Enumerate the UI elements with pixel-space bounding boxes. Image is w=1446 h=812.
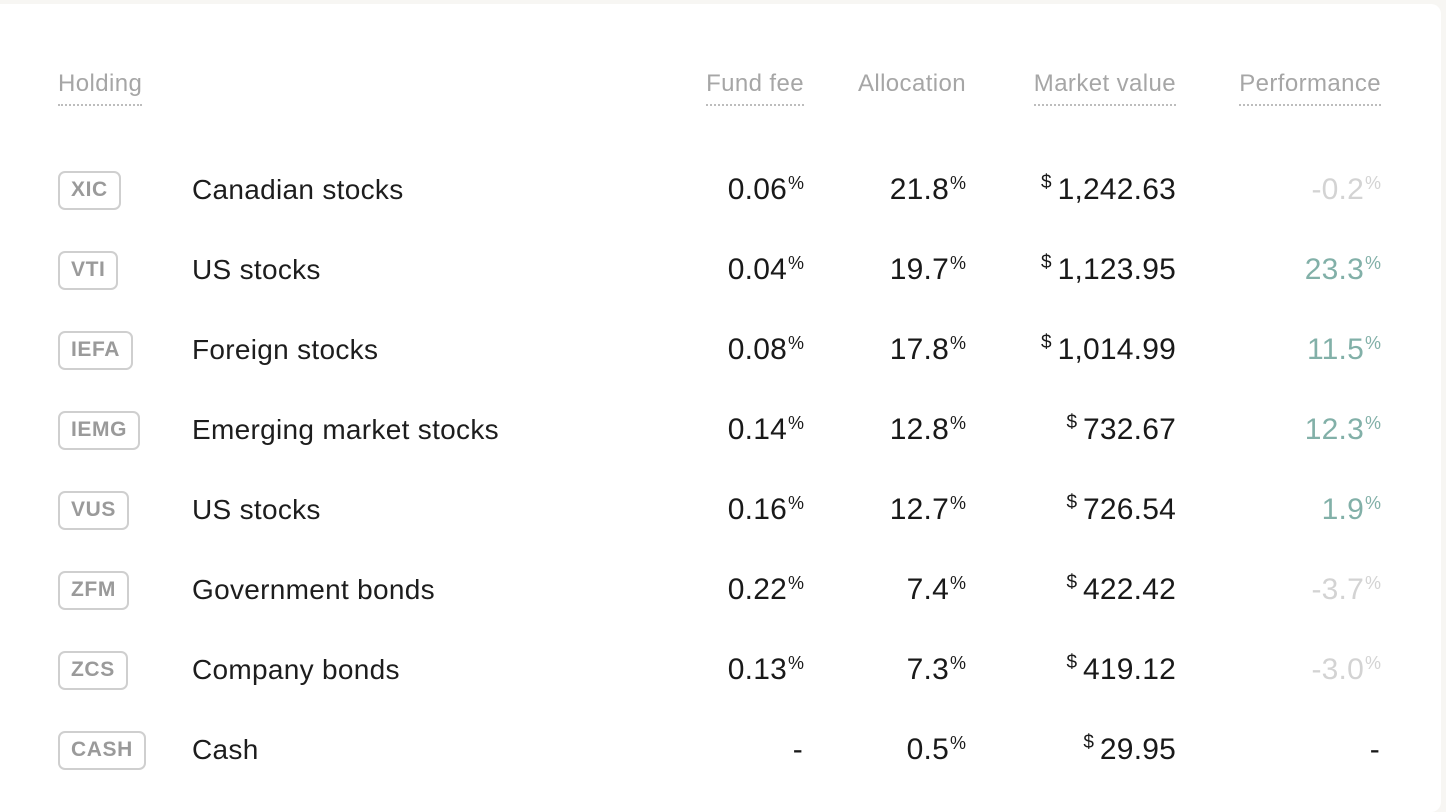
market-value: $29.95 xyxy=(1083,732,1176,766)
allocation-value: 21.8% xyxy=(889,172,966,207)
performance-value: -3.0% xyxy=(1311,652,1381,687)
ticker-badge: ZCS xyxy=(58,650,128,690)
market-value: $1,014.99 xyxy=(1041,332,1176,366)
allocation-value: 7.3% xyxy=(906,652,966,687)
fund-fee-value: 0.13% xyxy=(727,652,804,687)
header-performance[interactable]: Performance xyxy=(1176,70,1381,124)
fund-fee-value: 0.04% xyxy=(727,252,804,287)
holding-name: US stocks xyxy=(192,254,321,285)
holding-name: US stocks xyxy=(192,494,321,525)
performance-value: -0.2% xyxy=(1311,172,1381,207)
header-market-value[interactable]: Market value xyxy=(966,70,1176,124)
allocation-value: 17.8% xyxy=(889,332,966,367)
fund-fee-value: 0.06% xyxy=(727,172,804,207)
allocation-value: 0.5% xyxy=(906,732,966,767)
performance-value: 23.3% xyxy=(1304,252,1381,287)
dollar-sign: $ xyxy=(1041,332,1052,353)
market-value: $726.54 xyxy=(1066,492,1176,526)
ticker-badge: VTI xyxy=(58,250,119,290)
allocation-value: 12.8% xyxy=(889,412,966,447)
performance-value: -3.7% xyxy=(1311,572,1381,607)
ticker-badge: ZFM xyxy=(58,570,129,610)
holding-name: Government bonds xyxy=(192,574,435,605)
fund-fee-value: 0.08% xyxy=(727,332,804,367)
holdings-table: Holding Fund fee Allocation Market value… xyxy=(0,4,1441,790)
market-value: $1,242.63 xyxy=(1041,172,1176,206)
allocation-value: 19.7% xyxy=(889,252,966,287)
allocation-value: 7.4% xyxy=(906,572,966,607)
performance-value: 11.5% xyxy=(1307,332,1381,367)
dollar-sign: $ xyxy=(1066,572,1078,593)
ticker-badge: VUS xyxy=(58,490,129,530)
holding-name: Emerging market stocks xyxy=(192,414,499,445)
allocation-value: 12.7% xyxy=(889,492,966,527)
performance-value: - xyxy=(1369,733,1380,766)
header-fund-fee[interactable]: Fund fee xyxy=(652,70,804,124)
holding-name: Company bonds xyxy=(192,654,400,685)
ticker-badge: IEMG xyxy=(58,410,141,450)
dollar-sign: $ xyxy=(1066,412,1078,433)
market-value: $1,123.95 xyxy=(1041,252,1176,286)
header-holding[interactable]: Holding xyxy=(58,70,652,124)
performance-value: 1.9% xyxy=(1321,492,1381,527)
market-value: $422.42 xyxy=(1066,572,1176,606)
dollar-sign: $ xyxy=(1066,492,1078,513)
holding-name: Foreign stocks xyxy=(192,334,379,365)
dollar-sign: $ xyxy=(1083,732,1094,753)
dollar-sign: $ xyxy=(1041,172,1052,193)
holdings-card: Holding Fund fee Allocation Market value… xyxy=(0,4,1441,812)
ticker-badge: CASH xyxy=(58,730,146,770)
performance-value: 12.3% xyxy=(1304,412,1381,447)
holding-name: Cash xyxy=(192,734,259,765)
dollar-sign: $ xyxy=(1066,652,1078,673)
fund-fee-value: 0.22% xyxy=(727,572,804,607)
market-value: $732.67 xyxy=(1066,412,1176,446)
ticker-badge: IEFA xyxy=(58,330,134,370)
fund-fee-value: 0.14% xyxy=(727,412,804,447)
fund-fee-value: 0.16% xyxy=(727,492,804,527)
holding-name: Canadian stocks xyxy=(192,174,404,205)
fund-fee-value: - xyxy=(792,733,803,766)
dollar-sign: $ xyxy=(1041,252,1052,273)
ticker-badge: XIC xyxy=(58,170,121,210)
market-value: $419.12 xyxy=(1066,652,1176,686)
header-allocation: Allocation xyxy=(857,70,966,97)
